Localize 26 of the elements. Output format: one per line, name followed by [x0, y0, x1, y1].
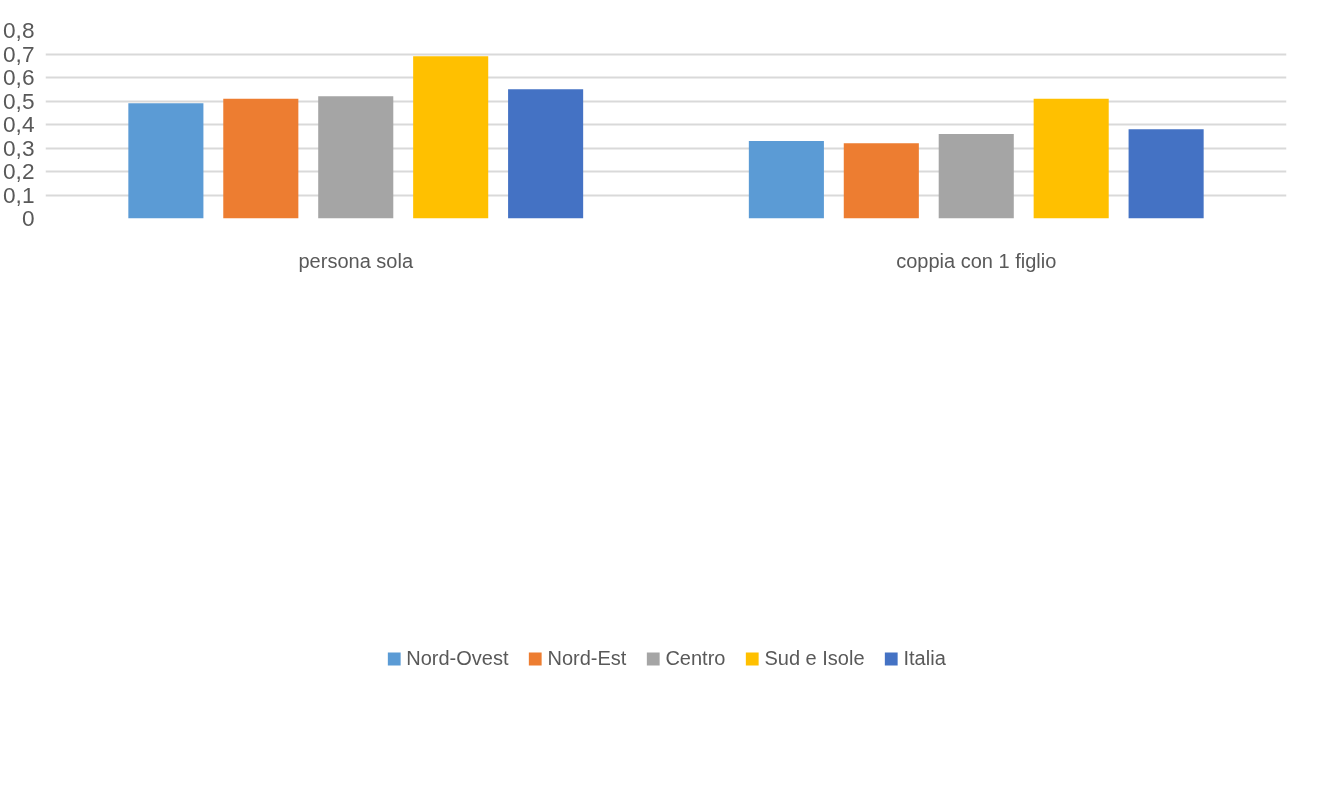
y-tick-label: 0,2 — [3, 158, 35, 184]
x-tick-label: coppia con 1 figlio — [896, 249, 1057, 272]
y-tick-label: 0,7 — [3, 40, 35, 67]
y-tick-label: 0,8 — [3, 17, 35, 43]
y-tick-label: 0,3 — [3, 134, 35, 161]
legend-label: Italia — [903, 646, 946, 670]
bar — [748, 140, 824, 219]
bar — [318, 96, 394, 219]
bar — [223, 98, 299, 219]
y-tick-label: 0,6 — [3, 64, 35, 90]
y-tick-label: 0,5 — [3, 87, 35, 114]
bar — [508, 89, 584, 219]
bar — [1128, 129, 1204, 219]
legend-label: Nord-Est — [547, 646, 627, 670]
bar — [1033, 98, 1109, 219]
bar — [938, 133, 1014, 219]
legend-label: Centro — [665, 646, 726, 670]
legend-label: Sud e Isole — [764, 646, 865, 670]
y-tick-label: 0,4 — [3, 111, 35, 137]
x-tick-label: persona sola — [298, 249, 414, 272]
bar — [843, 143, 919, 219]
y-tick-label: 0,1 — [3, 181, 35, 208]
y-tick-label: 0 — [21, 205, 35, 231]
bar — [413, 56, 489, 219]
bar — [128, 103, 204, 219]
legend-label: Nord-Ovest — [406, 646, 509, 670]
